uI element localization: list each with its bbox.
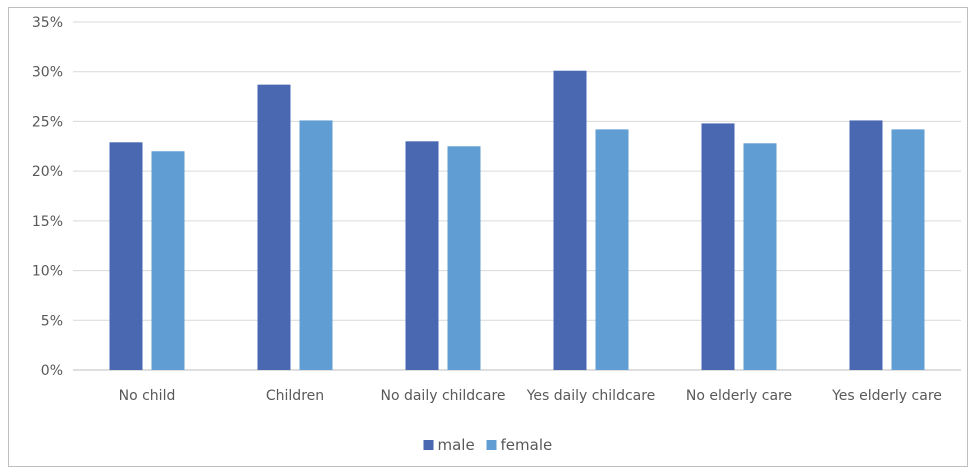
x-category-label: No elderly care <box>686 388 792 404</box>
bar-female <box>595 129 629 370</box>
bar-female <box>891 129 925 370</box>
bar-female <box>151 151 185 370</box>
y-tick-label: 25% <box>32 114 63 130</box>
bar-male <box>553 70 587 370</box>
y-tick-label: 35% <box>32 15 63 31</box>
y-tick-label: 0% <box>41 363 63 379</box>
bar-male <box>109 142 143 370</box>
legend-label-female: female <box>501 436 553 454</box>
chart-frame: 0% 5% 10% 15% 20% 25% 30% 35% No child Children N… <box>8 7 968 467</box>
bar-male <box>849 120 883 370</box>
y-tick-label: 10% <box>32 264 63 280</box>
x-category-label: Yes elderly care <box>831 388 942 404</box>
bar-female <box>743 143 777 370</box>
bar-female <box>299 120 333 370</box>
x-category-label: Yes daily childcare <box>526 388 656 404</box>
x-category-label: No daily childcare <box>380 388 505 404</box>
bar-female <box>447 146 481 370</box>
bar-chart: 0% 5% 10% 15% 20% 25% 30% 35% No child Children N… <box>32 15 961 454</box>
y-tick-label: 20% <box>32 164 63 180</box>
legend-label-male: male <box>438 436 475 454</box>
y-tick-label: 30% <box>32 65 63 81</box>
y-tick-label: 5% <box>41 313 63 329</box>
legend-swatch-male <box>423 440 434 450</box>
y-tick-label: 15% <box>32 214 63 230</box>
legend-swatch-female <box>486 440 497 450</box>
bar-male <box>405 141 439 370</box>
x-category-label: No child <box>119 388 176 404</box>
x-category-label: Children <box>266 388 324 404</box>
bar-male <box>257 84 291 370</box>
bar-male <box>701 123 735 370</box>
